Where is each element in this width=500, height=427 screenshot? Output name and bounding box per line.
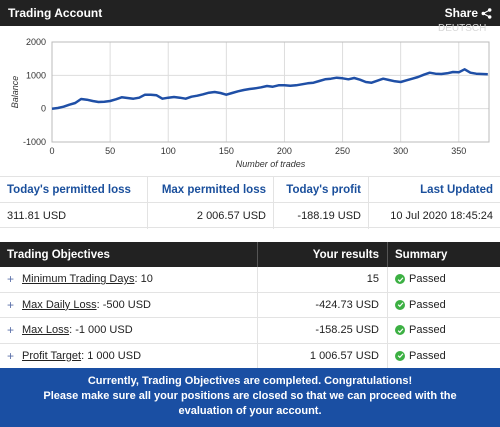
objective-name-link[interactable]: Minimum Trading Days: [22, 273, 135, 286]
share-label: Share: [444, 6, 478, 20]
stats-values-row: 311.81 USD 2 006.57 USD -188.19 USD 10 J…: [0, 203, 500, 229]
objective-name-link[interactable]: Max Loss: [22, 324, 70, 337]
trading-account-header: Trading Account Share: [0, 0, 500, 26]
share-button[interactable]: Share: [445, 6, 492, 20]
check-circle-icon: [395, 325, 405, 336]
objective-status: Passed: [409, 298, 446, 311]
x-tick-label: 200: [277, 146, 292, 156]
objective-target: : 10: [134, 273, 153, 286]
objective-target: : -500 USD: [96, 298, 151, 311]
x-tick-label: 100: [161, 146, 176, 156]
objectives-header-row: Trading Objectives Your results Summary: [0, 242, 500, 267]
trading-objectives-table: Trading Objectives Your results Summary …: [0, 242, 500, 369]
plot-frame: [51, 41, 490, 143]
account-stats-table: Today's permitted loss Max permitted los…: [0, 176, 500, 229]
balance-series-line: [51, 68, 488, 110]
banner-congratulations: Currently, Trading Objectives are comple…: [87, 375, 413, 387]
last-updated-value: 10 Jul 2020 18:45:24: [390, 210, 493, 222]
stats-header-todays-permitted-loss: Today's permitted loss: [0, 177, 148, 202]
objective-name-link[interactable]: Profit Target: [22, 349, 82, 362]
objective-row-minimum-trading-days: + Minimum Trading Days : 10 15 Passed: [0, 267, 500, 293]
y-axis-title: Balance: [10, 76, 20, 109]
expand-plus-icon[interactable]: +: [7, 323, 15, 338]
x-tick-label: 250: [335, 146, 350, 156]
objective-name-link[interactable]: Max Daily Loss: [22, 298, 97, 311]
y-tick-label: 1000: [26, 70, 46, 80]
objective-row-max-loss: + Max Loss : -1 000 USD -158.25 USD Pass…: [0, 318, 500, 344]
x-tick-label: 350: [451, 146, 466, 156]
x-axis-title: Number of trades: [236, 159, 306, 169]
objective-status: Passed: [409, 273, 446, 286]
objective-result: -424.73 USD: [258, 292, 388, 317]
expand-plus-icon[interactable]: +: [7, 297, 15, 312]
x-tick-label: 150: [219, 146, 234, 156]
y-tick-label: 0: [41, 104, 46, 114]
stats-header-todays-profit: Today's profit: [274, 177, 369, 202]
objective-result: -158.25 USD: [258, 318, 388, 343]
check-circle-icon: [395, 299, 405, 310]
completion-banner: Currently, Trading Objectives are comple…: [0, 368, 500, 427]
objectives-header-results: Your results: [258, 242, 388, 267]
share-icon: [481, 7, 492, 19]
stats-header-row: Today's permitted loss Max permitted los…: [0, 177, 500, 203]
objectives-header-summary: Summary: [395, 248, 448, 261]
objective-status: Passed: [409, 349, 446, 362]
expand-plus-icon[interactable]: +: [7, 272, 15, 287]
x-tick-label: 50: [105, 146, 115, 156]
check-circle-icon: [395, 350, 405, 361]
balance-chart: -1000 0 1000 2000 0 50 100 150 200 250 300 350 Numb…: [0, 26, 500, 176]
todays-permitted-loss-value: 311.81 USD: [0, 203, 148, 229]
objective-row-max-daily-loss: + Max Daily Loss : -500 USD -424.73 USD …: [0, 292, 500, 318]
stats-header-max-permitted-loss: Max permitted loss: [148, 177, 274, 202]
y-tick-label: 2000: [26, 37, 46, 47]
check-circle-icon: [395, 274, 405, 285]
objective-status: Passed: [409, 324, 446, 337]
y-tick-label: -1000: [23, 137, 46, 147]
objective-target: : 1 000 USD: [81, 349, 142, 362]
x-tick-label: 0: [49, 146, 54, 156]
expand-plus-icon[interactable]: +: [7, 348, 15, 363]
banner-instructions: Please make sure all your positions are …: [43, 390, 457, 417]
objective-row-profit-target: + Profit Target : 1 000 USD 1 006.57 USD…: [0, 343, 500, 369]
objective-result: 1 006.57 USD: [258, 343, 388, 368]
header-title: Trading Account: [8, 6, 103, 20]
todays-profit-value: -188.19 USD: [274, 203, 369, 229]
stats-header-last-updated: Last Updated: [420, 183, 493, 196]
objective-result: 15: [258, 267, 388, 292]
x-tick-label: 300: [393, 146, 408, 156]
objective-target: : -1 000 USD: [69, 324, 133, 337]
objectives-header-name: Trading Objectives: [0, 242, 258, 267]
max-permitted-loss-value: 2 006.57 USD: [148, 203, 274, 229]
